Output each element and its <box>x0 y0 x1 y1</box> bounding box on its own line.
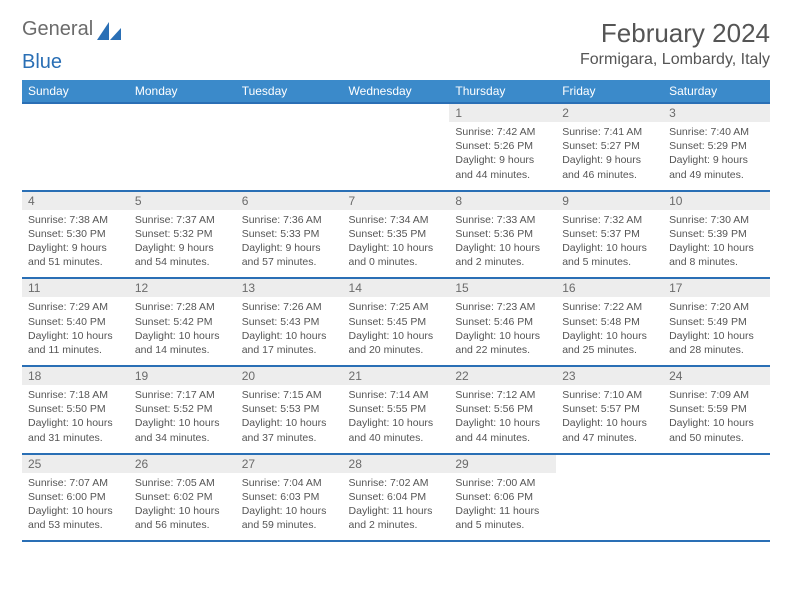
daynum-5: 5 <box>129 191 236 210</box>
daydetail-6: Sunrise: 7:36 AMSunset: 5:33 PMDaylight:… <box>236 210 343 279</box>
daynum-22: 22 <box>449 366 556 385</box>
daydetail-22: Sunrise: 7:12 AMSunset: 5:56 PMDaylight:… <box>449 385 556 454</box>
daydetail-24: Sunrise: 7:09 AMSunset: 5:59 PMDaylight:… <box>663 385 770 454</box>
daydetail-19: Sunrise: 7:17 AMSunset: 5:52 PMDaylight:… <box>129 385 236 454</box>
empty-cell <box>663 454 770 473</box>
daynum-26: 26 <box>129 454 236 473</box>
week-0-daynums: 123 <box>22 103 770 122</box>
dow-thursday: Thursday <box>449 80 556 103</box>
daynum-27: 27 <box>236 454 343 473</box>
week-2-details: Sunrise: 7:29 AMSunset: 5:40 PMDaylight:… <box>22 297 770 366</box>
location: Formigara, Lombardy, Italy <box>580 51 770 69</box>
empty-cell <box>556 473 663 542</box>
daynum-14: 14 <box>343 278 450 297</box>
daydetail-1: Sunrise: 7:42 AMSunset: 5:26 PMDaylight:… <box>449 122 556 191</box>
daydetail-3: Sunrise: 7:40 AMSunset: 5:29 PMDaylight:… <box>663 122 770 191</box>
daydetail-27: Sunrise: 7:04 AMSunset: 6:03 PMDaylight:… <box>236 473 343 542</box>
daydetail-18: Sunrise: 7:18 AMSunset: 5:50 PMDaylight:… <box>22 385 129 454</box>
week-3-details: Sunrise: 7:18 AMSunset: 5:50 PMDaylight:… <box>22 385 770 454</box>
daydetail-11: Sunrise: 7:29 AMSunset: 5:40 PMDaylight:… <box>22 297 129 366</box>
month-title: February 2024 <box>580 18 770 49</box>
daydetail-13: Sunrise: 7:26 AMSunset: 5:43 PMDaylight:… <box>236 297 343 366</box>
week-0-details: Sunrise: 7:42 AMSunset: 5:26 PMDaylight:… <box>22 122 770 191</box>
daynum-12: 12 <box>129 278 236 297</box>
daydetail-23: Sunrise: 7:10 AMSunset: 5:57 PMDaylight:… <box>556 385 663 454</box>
dow-friday: Friday <box>556 80 663 103</box>
empty-cell <box>129 103 236 122</box>
week-3-daynums: 18192021222324 <box>22 366 770 385</box>
empty-cell <box>129 122 236 191</box>
daynum-18: 18 <box>22 366 129 385</box>
dow-wednesday: Wednesday <box>343 80 450 103</box>
dow-monday: Monday <box>129 80 236 103</box>
week-2-daynums: 11121314151617 <box>22 278 770 297</box>
daynum-8: 8 <box>449 191 556 210</box>
daydetail-2: Sunrise: 7:41 AMSunset: 5:27 PMDaylight:… <box>556 122 663 191</box>
daynum-13: 13 <box>236 278 343 297</box>
daynum-2: 2 <box>556 103 663 122</box>
daydetail-4: Sunrise: 7:38 AMSunset: 5:30 PMDaylight:… <box>22 210 129 279</box>
daydetail-12: Sunrise: 7:28 AMSunset: 5:42 PMDaylight:… <box>129 297 236 366</box>
daynum-10: 10 <box>663 191 770 210</box>
daynum-21: 21 <box>343 366 450 385</box>
dow-row: SundayMondayTuesdayWednesdayThursdayFrid… <box>22 80 770 103</box>
daydetail-29: Sunrise: 7:00 AMSunset: 6:06 PMDaylight:… <box>449 473 556 542</box>
empty-cell <box>22 122 129 191</box>
daynum-16: 16 <box>556 278 663 297</box>
dow-sunday: Sunday <box>22 80 129 103</box>
daynum-23: 23 <box>556 366 663 385</box>
week-4-daynums: 2526272829 <box>22 454 770 473</box>
daynum-15: 15 <box>449 278 556 297</box>
daynum-29: 29 <box>449 454 556 473</box>
week-4-details: Sunrise: 7:07 AMSunset: 6:00 PMDaylight:… <box>22 473 770 542</box>
daynum-7: 7 <box>343 191 450 210</box>
logo-sail-icon <box>95 20 123 42</box>
calendar-body: 123Sunrise: 7:42 AMSunset: 5:26 PMDaylig… <box>22 103 770 541</box>
daydetail-8: Sunrise: 7:33 AMSunset: 5:36 PMDaylight:… <box>449 210 556 279</box>
daydetail-5: Sunrise: 7:37 AMSunset: 5:32 PMDaylight:… <box>129 210 236 279</box>
calendar-table: SundayMondayTuesdayWednesdayThursdayFrid… <box>22 80 770 542</box>
empty-cell <box>556 454 663 473</box>
daynum-17: 17 <box>663 278 770 297</box>
daydetail-25: Sunrise: 7:07 AMSunset: 6:00 PMDaylight:… <box>22 473 129 542</box>
daynum-11: 11 <box>22 278 129 297</box>
dow-tuesday: Tuesday <box>236 80 343 103</box>
daynum-25: 25 <box>22 454 129 473</box>
daydetail-20: Sunrise: 7:15 AMSunset: 5:53 PMDaylight:… <box>236 385 343 454</box>
daydetail-17: Sunrise: 7:20 AMSunset: 5:49 PMDaylight:… <box>663 297 770 366</box>
daydetail-7: Sunrise: 7:34 AMSunset: 5:35 PMDaylight:… <box>343 210 450 279</box>
daydetail-16: Sunrise: 7:22 AMSunset: 5:48 PMDaylight:… <box>556 297 663 366</box>
empty-cell <box>663 473 770 542</box>
week-1-details: Sunrise: 7:38 AMSunset: 5:30 PMDaylight:… <box>22 210 770 279</box>
daynum-4: 4 <box>22 191 129 210</box>
daynum-6: 6 <box>236 191 343 210</box>
daynum-19: 19 <box>129 366 236 385</box>
empty-cell <box>236 122 343 191</box>
daydetail-9: Sunrise: 7:32 AMSunset: 5:37 PMDaylight:… <box>556 210 663 279</box>
daynum-24: 24 <box>663 366 770 385</box>
logo-text-general: General <box>22 18 93 41</box>
logo-text-blue: Blue <box>22 51 62 74</box>
empty-cell <box>343 103 450 122</box>
daynum-28: 28 <box>343 454 450 473</box>
empty-cell <box>236 103 343 122</box>
empty-cell <box>22 103 129 122</box>
daynum-9: 9 <box>556 191 663 210</box>
empty-cell <box>343 122 450 191</box>
daydetail-14: Sunrise: 7:25 AMSunset: 5:45 PMDaylight:… <box>343 297 450 366</box>
dow-saturday: Saturday <box>663 80 770 103</box>
title-block: February 2024 Formigara, Lombardy, Italy <box>580 18 770 69</box>
daynum-3: 3 <box>663 103 770 122</box>
daydetail-10: Sunrise: 7:30 AMSunset: 5:39 PMDaylight:… <box>663 210 770 279</box>
daydetail-21: Sunrise: 7:14 AMSunset: 5:55 PMDaylight:… <box>343 385 450 454</box>
logo: General <box>22 18 123 41</box>
daydetail-26: Sunrise: 7:05 AMSunset: 6:02 PMDaylight:… <box>129 473 236 542</box>
daynum-1: 1 <box>449 103 556 122</box>
daydetail-28: Sunrise: 7:02 AMSunset: 6:04 PMDaylight:… <box>343 473 450 542</box>
week-1-daynums: 45678910 <box>22 191 770 210</box>
calendar-head: SundayMondayTuesdayWednesdayThursdayFrid… <box>22 80 770 103</box>
daydetail-15: Sunrise: 7:23 AMSunset: 5:46 PMDaylight:… <box>449 297 556 366</box>
daynum-20: 20 <box>236 366 343 385</box>
